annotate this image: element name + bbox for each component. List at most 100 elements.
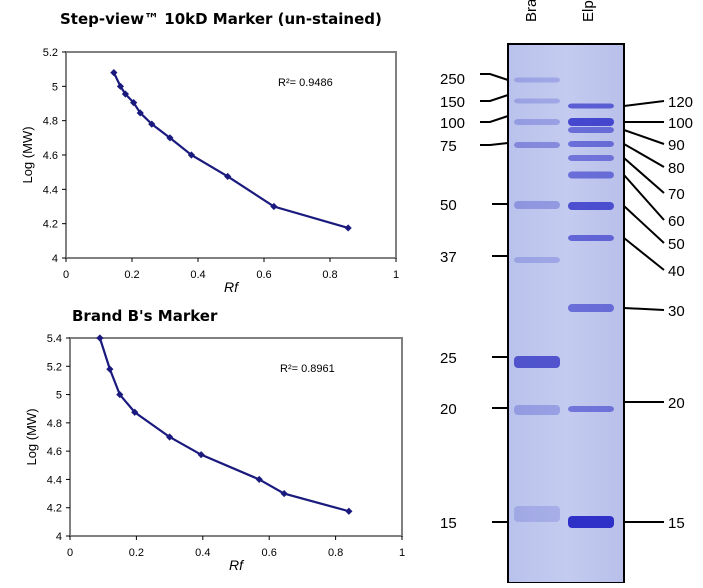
chart-1-data-point bbox=[270, 202, 278, 211]
chart-2-data-point bbox=[131, 408, 139, 416]
gel-band-elp bbox=[568, 235, 614, 241]
gel-right-marker-line bbox=[623, 129, 665, 145]
gel-right-marker-label: 80 bbox=[668, 160, 685, 177]
gel-right-marker-label: 20 bbox=[668, 395, 685, 412]
gel-lane-label: Elp bbox=[580, 0, 597, 22]
chart-1-xtick-label: 0.2 bbox=[124, 269, 139, 281]
gel-left-marker-label: 37 bbox=[440, 249, 457, 266]
gel-band-elp bbox=[568, 406, 614, 412]
chart-1-data-point bbox=[130, 99, 138, 107]
gel-right-marker-line bbox=[623, 307, 665, 311]
chart-1-data-point bbox=[344, 224, 352, 232]
chart-2-data-point bbox=[106, 365, 114, 373]
gel-svg: Bra Elp 250 150 100 75 50 37 25 20 15 120 100 90 80 70 6… bbox=[440, 0, 693, 584]
gel-left-marker-label: 15 bbox=[440, 515, 457, 532]
chart-2-xtick-label: 1 bbox=[399, 547, 405, 559]
gel-band-bra bbox=[514, 142, 560, 148]
chart-2-xlabel: Rf bbox=[229, 557, 245, 573]
chart-1-series-line bbox=[112, 72, 349, 230]
gel-band-elp bbox=[568, 103, 614, 109]
chart-2-ytick-label: 4.2 bbox=[47, 503, 62, 515]
gel-band-bra bbox=[514, 77, 560, 83]
chart-2-xtick-label: 0.4 bbox=[195, 547, 210, 559]
chart-2-data-point bbox=[96, 334, 104, 342]
chart-2-plot-frame bbox=[69, 337, 403, 537]
chart-1-data-point bbox=[148, 120, 156, 128]
gel-right-marker-label: 100 bbox=[668, 115, 693, 132]
chart-2-xtick-label: 0 bbox=[67, 547, 73, 559]
chart-1-data-point bbox=[166, 134, 174, 142]
chart-2-ytick-label: 4.8 bbox=[47, 418, 62, 430]
gel-panel: Bra Elp 250 150 100 75 50 37 25 20 15 120 100 90 80 70 6… bbox=[436, 0, 703, 584]
gel-right-marker-line bbox=[623, 143, 665, 168]
gel-band-elp bbox=[568, 304, 614, 312]
chart-2-xtick-label: 0.8 bbox=[328, 547, 343, 559]
chart-2-ytick-label: 5.2 bbox=[47, 361, 62, 373]
gel-right-marker-line bbox=[623, 100, 665, 107]
chart-1-ytick-label: 4.2 bbox=[43, 219, 58, 231]
gel-band-bra bbox=[514, 506, 560, 522]
gel-right-marker-label: 60 bbox=[668, 213, 685, 230]
chart-1-title: Step-view™ 10kD Marker (un-stained) bbox=[60, 10, 382, 28]
gel-left-marker-line bbox=[480, 73, 509, 81]
chart-1-svg: 4 4.2 4.4 4.6 4.8 5 5.2 0 0.2 0.4 0.6 0.8 1 Rf Log (MW… bbox=[20, 47, 399, 295]
gel-right-marker-label: 120 bbox=[668, 94, 693, 111]
gel-left-marker-label: 20 bbox=[440, 401, 457, 418]
gel-right-marker-label: 40 bbox=[668, 263, 685, 280]
chart-1-data-point bbox=[116, 82, 125, 90]
chart-2-data-point bbox=[166, 433, 174, 441]
chart-1-ytick-label: 4.8 bbox=[43, 116, 58, 128]
chart-1-data-point bbox=[187, 151, 195, 159]
chart-1-xtick-label: 1 bbox=[393, 269, 399, 281]
chart-1-ytick-label: 4.4 bbox=[43, 184, 58, 196]
gel-band-elp bbox=[568, 118, 614, 126]
chart-2-data-point bbox=[345, 507, 353, 515]
gel-lane-label: Bra bbox=[523, 0, 540, 22]
gel-band-elp bbox=[568, 127, 614, 133]
gel-band-bra bbox=[514, 201, 560, 209]
chart-1-data-point bbox=[121, 90, 129, 98]
gel-left-marker-label: 75 bbox=[440, 138, 457, 155]
chart-1-ylabel: Log (MW) bbox=[20, 126, 35, 183]
gel-right-marker-label: 70 bbox=[668, 186, 685, 203]
chart-1-r-squared: R²= 0.9486 bbox=[278, 77, 333, 89]
gel-right-marker-line bbox=[623, 237, 665, 271]
gel-right-marker-label: 30 bbox=[668, 303, 685, 320]
gel-band-bra bbox=[514, 119, 560, 125]
chart-2-ylabel: Log (MW) bbox=[24, 408, 39, 465]
gel-left-marker-label: 250 bbox=[440, 71, 465, 88]
chart-2-data-point bbox=[255, 475, 263, 484]
chart-1-data-point bbox=[110, 69, 118, 77]
gel-left-marker-label: 25 bbox=[440, 350, 457, 367]
gel-band-bra bbox=[514, 405, 560, 415]
gel-band-bra bbox=[514, 356, 560, 368]
chart-2-ytick-label: 4.6 bbox=[47, 446, 62, 458]
chart-2-ytick-label: 5.4 bbox=[47, 333, 62, 345]
chart-2-ytick-label: 4 bbox=[56, 531, 62, 543]
chart-2-ytick-label: 5 bbox=[56, 390, 62, 402]
gel-band-elp bbox=[568, 516, 614, 528]
chart-1-xtick-label: 0.6 bbox=[256, 269, 271, 281]
chart-1-xlabel: Rf bbox=[224, 279, 240, 295]
chart-1-ytick-label: 5 bbox=[52, 81, 58, 93]
gel-left-marker-label: 100 bbox=[440, 115, 465, 132]
gel-right-marker-label: 15 bbox=[668, 515, 685, 532]
gel-right-marker-line bbox=[623, 205, 665, 244]
gel-left-marker-label: 50 bbox=[440, 197, 457, 214]
chart-1-data-point bbox=[136, 109, 144, 117]
chart-1-ytick-label: 4 bbox=[52, 253, 58, 265]
gel-left-marker-line bbox=[480, 94, 509, 102]
gel-band-elp bbox=[568, 202, 614, 210]
chart-1-xtick-label: 0 bbox=[63, 269, 69, 281]
gel-left-marker-line bbox=[480, 115, 509, 123]
chart-2-title: Brand B's Marker bbox=[72, 307, 218, 325]
gel-left-marker-label: 150 bbox=[440, 94, 465, 111]
chart-2-xtick-label: 0.2 bbox=[129, 547, 144, 559]
gel-slab bbox=[507, 43, 625, 584]
gel-band-elp bbox=[568, 141, 614, 147]
gel-band-elp bbox=[568, 171, 614, 179]
gel-right-marker-label: 50 bbox=[668, 236, 685, 253]
chart-1-data-point bbox=[224, 172, 232, 181]
chart-2-svg: 4 4.2 4.4 4.6 4.8 5 5.2 5.4 0 0.2 0.4 0.6 0.8 1 Rf Log … bbox=[24, 333, 405, 573]
chart-2-xtick-label: 0.6 bbox=[262, 547, 277, 559]
